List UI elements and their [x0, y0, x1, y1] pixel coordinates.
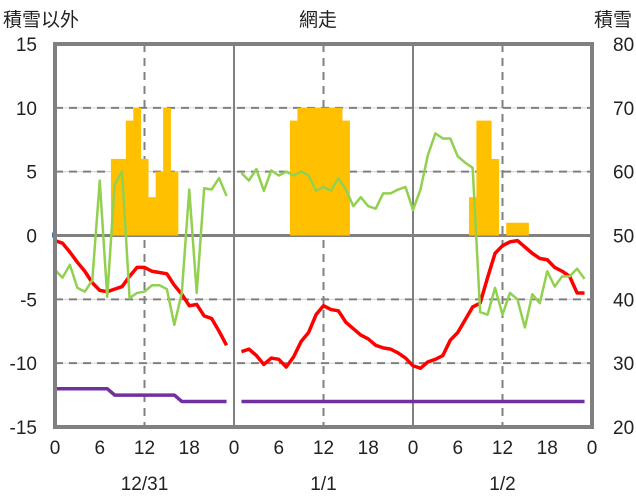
bar — [506, 222, 514, 236]
y-tick-label-left: -15 — [10, 418, 37, 439]
bar — [319, 107, 328, 236]
y-tick-label-right: 50 — [613, 227, 634, 248]
x-tick-label: 12 — [313, 438, 334, 459]
bar — [521, 222, 529, 236]
left-axis-title: 積雪以外 — [3, 9, 79, 31]
bar — [327, 107, 335, 236]
x-tick-label: 0 — [408, 438, 419, 459]
bar — [289, 120, 298, 236]
y-tick-label-right: 20 — [613, 418, 634, 439]
bar — [513, 222, 522, 236]
bar — [170, 171, 179, 236]
x-tick-label: 18 — [358, 438, 379, 459]
bar — [483, 120, 492, 236]
bar — [133, 107, 142, 236]
x-tick-label: 12 — [134, 438, 155, 459]
y-tick-label-left: -5 — [20, 290, 37, 311]
x-tick-label: 0 — [50, 438, 61, 459]
x-tick-label: 0 — [587, 438, 598, 459]
chart-title: 網走 — [299, 9, 337, 31]
bar — [140, 158, 149, 236]
y-tick-label-right: 80 — [613, 35, 634, 56]
bar — [304, 107, 313, 236]
right-axis-title: 積雪 — [594, 9, 632, 31]
bar — [342, 120, 350, 236]
y-tick-label-left: -10 — [10, 354, 37, 375]
y-tick-label-right: 30 — [613, 354, 634, 375]
bar — [118, 158, 127, 236]
x-tick-label: 18 — [537, 438, 558, 459]
date-label: 1/1 — [310, 474, 336, 495]
series-line-red — [240, 238, 585, 371]
y-tick-label-left: 0 — [26, 227, 37, 248]
date-label: 12/31 — [121, 474, 169, 495]
x-tick-label: 6 — [273, 438, 284, 459]
bar — [155, 171, 164, 236]
bar — [468, 197, 477, 236]
bar — [334, 107, 343, 236]
bar — [148, 197, 156, 236]
series-line-green — [54, 170, 228, 327]
bar — [125, 120, 134, 236]
x-tick-label: 6 — [94, 438, 105, 459]
bar — [163, 107, 171, 236]
bar — [491, 158, 500, 236]
y-tick-label-right: 70 — [613, 99, 634, 120]
x-tick-label: 12 — [492, 438, 513, 459]
y-tick-label-left: 5 — [26, 163, 37, 184]
plot-frame — [53, 42, 594, 429]
bar — [312, 107, 321, 236]
y-tick-label-left: 15 — [16, 35, 37, 56]
y-tick-label-left: 10 — [16, 99, 37, 120]
x-tick-label: 0 — [229, 438, 240, 459]
x-tick-label: 6 — [452, 438, 463, 459]
series-line-purple — [55, 386, 227, 404]
series-line-red — [54, 238, 229, 347]
y-tick-label-right: 60 — [613, 163, 634, 184]
bar — [476, 120, 485, 236]
series-line-green — [240, 132, 586, 329]
date-label: 1/2 — [489, 474, 515, 495]
y-tick-label-right: 40 — [613, 290, 634, 311]
x-tick-label: 18 — [179, 438, 200, 459]
